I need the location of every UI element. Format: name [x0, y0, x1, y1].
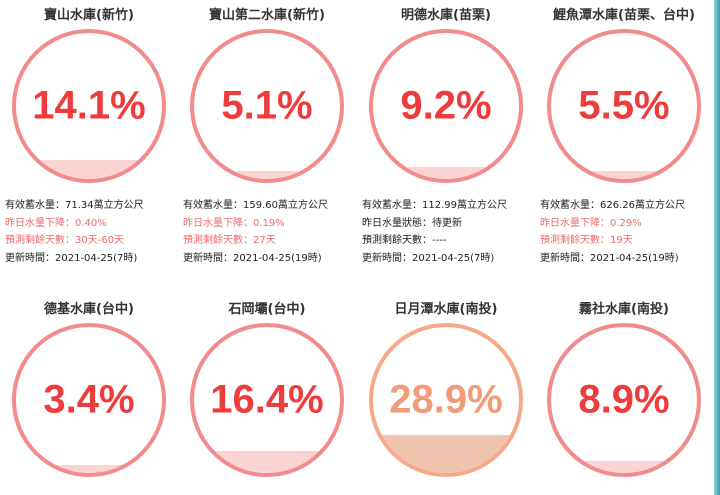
water-level-fill [194, 171, 340, 179]
updated-time-text: 更新時間：2021-04-25(19時) [183, 252, 322, 264]
water-level-fill [373, 167, 519, 179]
capacity-percent: 5.1% [221, 83, 313, 128]
window-edge [714, 0, 720, 495]
capacity-percent: 5.5% [578, 83, 670, 128]
days-remaining-text: 預測剩餘天數：19天 [540, 235, 633, 246]
capacity-gauge: 28.9% [369, 323, 523, 477]
days-remaining-text: 預測剩餘天數：27天 [183, 235, 276, 246]
storage-text: 有效蓄水量：71.34萬立方公尺 [5, 200, 144, 211]
reservoir-name: 德基水庫(台中) [44, 302, 134, 317]
reservoir-name: 寶山第二水庫(新竹) [209, 8, 325, 23]
water-level-fill [373, 435, 519, 473]
daily-change-text: 昨日水量下降：0.19% [183, 217, 285, 229]
daily-change-text: 昨日水量下降：0.40% [5, 217, 107, 229]
updated-time-text: 更新時間：2021-04-25(7時) [362, 252, 495, 264]
updated-time-text: 更新時間：2021-04-25(7時) [5, 252, 138, 264]
reservoir-info: 有效蓄水量：626.26萬立方公尺 昨日水量下降：0.29% 預測剩餘天數：19… [540, 197, 685, 267]
water-level-fill [194, 451, 340, 473]
capacity-gauge: 8.9% [547, 323, 701, 477]
reservoir-name: 日月潭水庫(南投) [394, 302, 498, 317]
water-level-fill [16, 465, 162, 473]
capacity-percent: 8.9% [578, 377, 670, 422]
storage-text: 有效蓄水量：626.26萬立方公尺 [540, 200, 685, 211]
reservoir-info: 有效蓄水量：112.99萬立方公尺 昨日水量狀態：待更新 預測剩餘天數：----… [362, 197, 507, 267]
reservoir-name: 石岡壩(台中) [228, 302, 306, 317]
capacity-gauge: 5.5% [547, 29, 701, 183]
water-level-fill [551, 461, 697, 473]
capacity-gauge: 14.1% [12, 29, 166, 183]
storage-text: 有效蓄水量：159.60萬立方公尺 [183, 200, 328, 211]
reservoir-name: 明德水庫(苗栗) [401, 8, 491, 23]
reservoir-name: 寶山水庫(新竹) [44, 8, 134, 23]
reservoir-name: 霧社水庫(南投) [579, 302, 669, 317]
reservoir-name: 鯉魚潭水庫(苗栗、台中) [553, 8, 695, 23]
capacity-percent: 16.4% [210, 377, 324, 422]
capacity-gauge: 9.2% [369, 29, 523, 183]
water-level-fill [551, 171, 697, 179]
daily-change-text: 昨日水量狀態：待更新 [362, 217, 462, 229]
capacity-percent: 9.2% [400, 83, 492, 128]
capacity-gauge: 3.4% [12, 323, 166, 477]
days-remaining-text: 預測剩餘天數：30天-60天 [5, 235, 125, 246]
capacity-gauge: 5.1% [190, 29, 344, 183]
reservoir-info: 有效蓄水量：159.60萬立方公尺 昨日水量下降：0.19% 預測剩餘天數：27… [183, 197, 328, 267]
capacity-gauge: 16.4% [190, 323, 344, 477]
capacity-percent: 14.1% [32, 83, 146, 128]
water-level-fill [16, 160, 162, 179]
capacity-percent: 28.9% [389, 377, 503, 422]
reservoir-info: 有效蓄水量：71.34萬立方公尺 昨日水量下降：0.40% 預測剩餘天數：30天… [5, 197, 144, 267]
capacity-percent: 3.4% [43, 377, 135, 422]
storage-text: 有效蓄水量：112.99萬立方公尺 [362, 200, 507, 211]
updated-time-text: 更新時間：2021-04-25(19時) [540, 252, 679, 264]
daily-change-text: 昨日水量下降：0.29% [540, 217, 642, 229]
days-remaining-text: 預測剩餘天數：---- [362, 235, 447, 246]
